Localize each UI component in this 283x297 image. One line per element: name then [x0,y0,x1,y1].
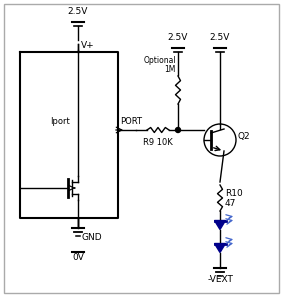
Text: PORT: PORT [120,117,142,126]
Text: Q2: Q2 [238,132,251,140]
Text: -VEXT: -VEXT [207,276,233,285]
Text: 1M: 1M [165,65,176,74]
Text: 0V: 0V [72,254,84,263]
Text: 47: 47 [225,198,236,208]
Text: Optional: Optional [143,56,176,65]
Text: 2.5V: 2.5V [68,7,88,17]
Text: V+: V+ [81,40,95,50]
Text: GND: GND [81,233,102,241]
Polygon shape [215,244,226,252]
Text: R9 10K: R9 10K [143,138,173,147]
Text: Iport: Iport [50,117,70,126]
Text: 2.5V: 2.5V [210,34,230,42]
Text: 2.5V: 2.5V [168,34,188,42]
Polygon shape [215,220,226,230]
Text: R10: R10 [225,189,243,198]
FancyBboxPatch shape [4,4,279,293]
Circle shape [175,127,181,132]
